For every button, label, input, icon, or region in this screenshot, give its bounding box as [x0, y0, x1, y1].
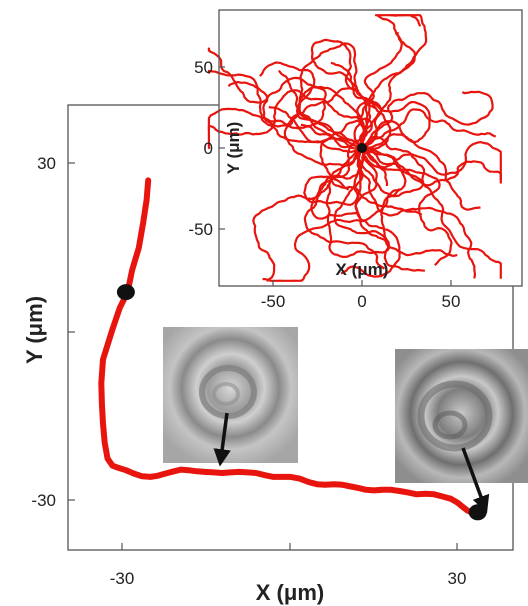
inset-x-tick-label-neg50: -50	[261, 292, 286, 311]
y-tick-label-30: 30	[37, 154, 56, 173]
main-plot: -30 30 30 -30 X (μm) Y (μm)	[22, 104, 514, 605]
inset-track-11	[319, 137, 423, 216]
inset-track-32	[361, 133, 481, 211]
x-tick-label-neg30: -30	[110, 569, 135, 588]
inset-track-9	[310, 38, 376, 149]
inset-track-21	[252, 147, 363, 282]
x-tick-label-30: 30	[448, 569, 467, 588]
inset-marker-layer	[357, 143, 367, 153]
inset-track-8	[207, 89, 365, 149]
main-series-layer	[98, 177, 478, 516]
inset-track-10	[358, 14, 428, 149]
inset-x-axis-label: X (μm)	[336, 260, 389, 279]
inset-y-axis-label: Y (μm)	[224, 122, 243, 175]
inset-x-tick-label-50: 50	[442, 292, 461, 311]
inset-track-26	[333, 147, 425, 272]
inset-track-20	[207, 69, 363, 153]
main-tick-marks	[68, 162, 458, 550]
inset-y-tick-label-50: 50	[194, 58, 213, 77]
inset-tracks-layer	[207, 14, 502, 282]
inset-tick-marks	[219, 66, 452, 286]
inset-track-24	[356, 147, 476, 279]
inset-track-14	[207, 107, 363, 150]
x-axis-label: X (μm)	[256, 580, 324, 605]
position-marker-0	[116, 284, 135, 301]
inset-track-15	[297, 42, 363, 149]
inset-track-18	[357, 135, 426, 198]
inset-y-tick-label-neg50: -50	[188, 220, 213, 239]
arrow-icon	[461, 447, 490, 514]
microscope-image-2	[395, 349, 528, 514]
arrow-icon	[213, 412, 231, 467]
inset-track-31	[361, 146, 502, 187]
inset-track-2	[310, 101, 383, 220]
inset-track-4	[360, 14, 422, 149]
inset-track-13	[353, 32, 417, 149]
inset-track-5	[361, 108, 497, 149]
y-tick-label-neg30: -30	[31, 491, 56, 510]
inset-y-tick-label-0: 0	[204, 139, 213, 158]
inset-track-30	[361, 141, 502, 184]
inset-plot: -50 0 50 50 0 -50 X (μm) Y (μm)	[188, 9, 523, 311]
position-marker-1	[468, 504, 487, 521]
inset-track-23	[354, 147, 458, 257]
y-axis-label: Y (μm)	[22, 296, 47, 364]
inset-track-22	[277, 69, 363, 167]
inset-track-17	[298, 86, 363, 150]
inset-origin-marker	[357, 143, 367, 153]
microscope-image-1	[163, 327, 298, 467]
trajectory-line-0	[98, 177, 478, 516]
inset-track-29	[303, 147, 386, 270]
inset-track-1	[361, 90, 494, 149]
inset-track-28	[303, 147, 366, 206]
inset-x-tick-label-0: 0	[357, 292, 366, 311]
inset-track-33	[361, 146, 502, 280]
